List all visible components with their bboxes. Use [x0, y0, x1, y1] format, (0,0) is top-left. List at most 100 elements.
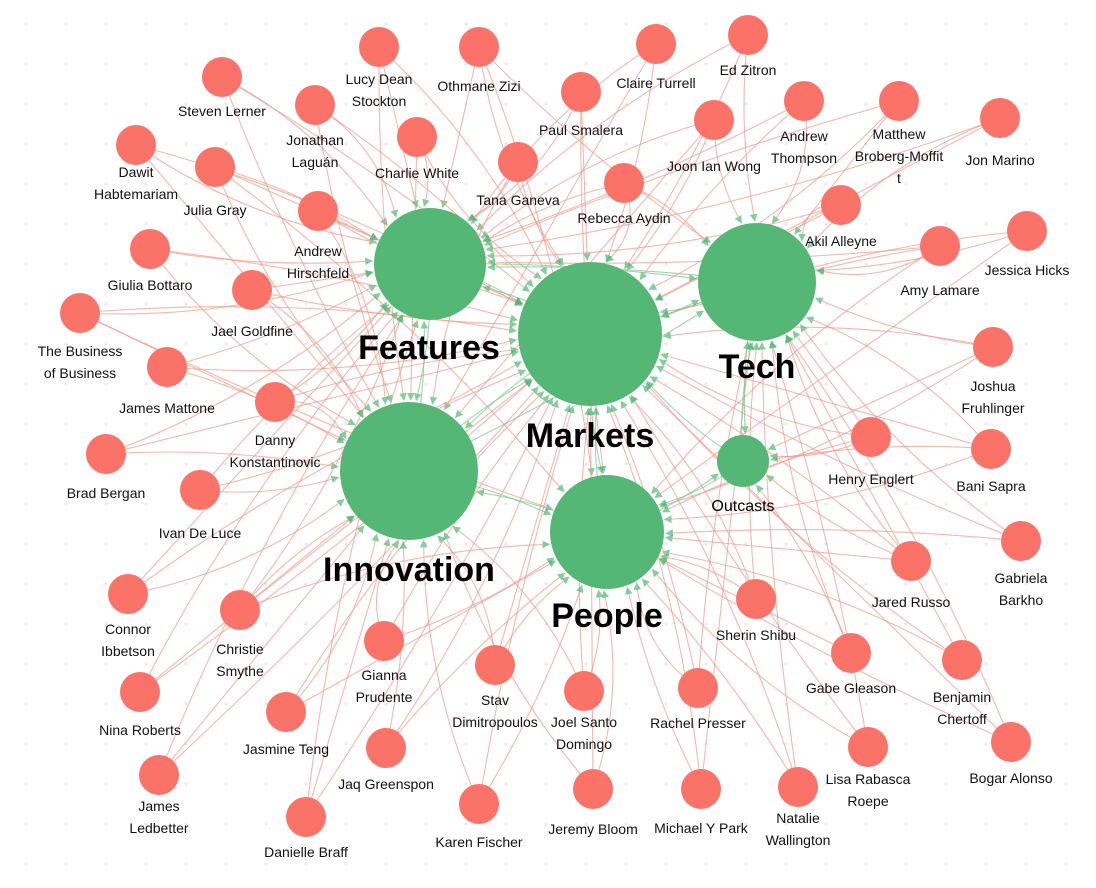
author-label-line: Fruhlinger [961, 400, 1024, 416]
edge-lisa-rabasca-roepe-to-markets [630, 394, 869, 748]
author-node-brad-bergan[interactable] [86, 434, 126, 474]
author-node-karen-fischer[interactable] [459, 784, 499, 824]
author-label-james-mattone: James Mattone [119, 400, 215, 416]
author-node-natalie-wallington[interactable] [778, 767, 818, 807]
author-node-henry-englert[interactable] [851, 417, 891, 457]
author-node-joon-ian-wong[interactable] [694, 100, 734, 140]
topic-node-tech[interactable] [698, 223, 816, 341]
author-label-line: Roepe [847, 793, 888, 809]
author-node-jaq-greenspon[interactable] [366, 728, 406, 768]
edge-benjamin-chertoff-to-tech [785, 334, 963, 661]
author-node-michael-y-park[interactable] [681, 769, 721, 809]
author-node-claire-turrell[interactable] [636, 24, 676, 64]
author-label-line: Thompson [771, 150, 837, 166]
author-node-jared-russo[interactable] [891, 541, 931, 581]
author-node-charlie-white[interactable] [397, 117, 437, 157]
edge-jessica-hicks-to-tech [816, 230, 1028, 275]
topic-node-outcasts[interactable] [717, 435, 769, 487]
author-node-andrew-thompson[interactable] [784, 81, 824, 121]
author-label-line: Karen Fischer [435, 834, 522, 850]
author-node-gabe-gleason[interactable] [831, 633, 871, 673]
edge-james-ledbetter-to-features [158, 314, 404, 776]
edge-layer [79, 34, 1028, 818]
author-node-jessica-hicks[interactable] [1007, 211, 1047, 251]
author-node-sherin-shibu[interactable] [736, 579, 776, 619]
author-label-line: Michael Y Park [654, 820, 749, 836]
author-node-danny-konstantinovic[interactable] [255, 382, 295, 422]
author-node-ivan-de-luce[interactable] [180, 470, 220, 510]
author-label-line: Matthew [873, 126, 927, 142]
author-label-line: Joon Ian Wong [667, 158, 761, 174]
author-node-amy-lamare[interactable] [920, 226, 960, 266]
author-node-jon-marino[interactable] [980, 98, 1020, 138]
author-node-joel-santo-domingo[interactable] [564, 671, 604, 711]
author-label-connor-ibbetson: Connor Ibbetson [101, 621, 155, 659]
author-node-tana-ganeva[interactable] [498, 142, 538, 182]
author-node-jasmine-teng[interactable] [266, 692, 306, 732]
author-label-dawit-habtemariam: Dawit Habtemariam [94, 164, 178, 202]
author-label-line: James Mattone [119, 400, 215, 416]
author-node-the-business-of-business[interactable] [60, 293, 100, 333]
edge-gianna-prudente-to-people [383, 557, 555, 642]
edge-gabriela-barkho-to-markets [656, 365, 1022, 542]
edge-james-mattone-to-markets [166, 337, 517, 372]
author-node-danielle-braff[interactable] [286, 797, 326, 837]
edge-michael-y-park-to-tech [700, 341, 754, 790]
edge-james-ledbetter-to-markets [158, 386, 539, 776]
author-label-line: Gabe Gleason [806, 680, 896, 696]
author-label-charlie-white: Charlie White [375, 165, 459, 181]
author-label-andrew-thompson: Andrew Thompson [771, 128, 837, 166]
author-label-akil-alleyne: Akil Alleyne [805, 233, 877, 249]
topic-node-people[interactable] [550, 475, 664, 589]
author-node-dawit-habtemariam[interactable] [116, 125, 156, 165]
author-node-joshua-fruhlinger[interactable] [973, 327, 1013, 367]
author-node-lisa-rabasca-roepe[interactable] [848, 727, 888, 767]
edge-gabe-gleason-to-outcasts [756, 484, 852, 654]
author-node-othmane-zizi[interactable] [459, 27, 499, 67]
author-label-line: Gianna [361, 667, 406, 683]
author-node-akil-alleyne[interactable] [821, 185, 861, 225]
author-node-paul-smalera[interactable] [561, 72, 601, 112]
topic-label-tech: Tech [719, 348, 796, 386]
edge-amy-lamare-to-people [651, 245, 941, 495]
author-node-gabriela-barkho[interactable] [1001, 521, 1041, 561]
author-node-connor-ibbetson[interactable] [108, 574, 148, 614]
edge-brad-bergan-to-innovation [105, 451, 339, 470]
author-node-rachel-presser[interactable] [678, 668, 718, 708]
author-node-jael-goldfine[interactable] [232, 270, 272, 310]
edge-akil-alleyne-to-features [486, 204, 842, 260]
author-label-ed-zitron: Ed Zitron [720, 62, 777, 78]
author-node-stav-dimitropoulos[interactable] [475, 645, 515, 685]
edge-bogar-alonso-to-markets [642, 384, 1012, 743]
author-node-bani-sapra[interactable] [971, 429, 1011, 469]
author-node-bogar-alonso[interactable] [991, 722, 1031, 762]
edge-lucy-dean-stockton-to-markets [378, 46, 547, 276]
author-node-jeremy-bloom[interactable] [573, 769, 613, 809]
author-label-line: Jon Marino [965, 152, 1034, 168]
topic-node-features[interactable] [374, 208, 486, 320]
author-node-rebecca-aydin[interactable] [604, 163, 644, 203]
author-node-julia-gray[interactable] [195, 147, 235, 187]
author-node-gianna-prudente[interactable] [364, 621, 404, 661]
author-node-andrew-hirschfeld[interactable] [298, 191, 338, 231]
author-node-lucy-dean-stockton[interactable] [359, 27, 399, 67]
edge-jonathan-laguan-to-markets [314, 104, 534, 288]
author-label-line: Nina Roberts [99, 722, 181, 738]
topic-label-features: Features [358, 329, 500, 367]
topic-node-markets[interactable] [518, 262, 662, 406]
edge-jeremy-bloom-to-people [592, 590, 614, 790]
author-node-ed-zitron[interactable] [728, 15, 768, 55]
author-node-james-mattone[interactable] [147, 347, 187, 387]
author-node-matthew-broberg-moffitt[interactable] [879, 81, 919, 121]
edge-lisa-rabasca-roepe-to-people [652, 568, 869, 748]
author-node-steven-lerner[interactable] [202, 57, 242, 97]
author-node-jonathan-laguan[interactable] [295, 85, 335, 125]
author-node-christie-smythe[interactable] [220, 590, 260, 630]
author-node-giulia-bottaro[interactable] [130, 229, 170, 269]
author-label-gabe-gleason: Gabe Gleason [806, 680, 896, 696]
author-node-benjamin-chertoff[interactable] [942, 640, 982, 680]
author-label-steven-lerner: Steven Lerner [178, 103, 266, 119]
author-node-james-ledbetter[interactable] [139, 755, 179, 795]
topic-node-innovation[interactable] [340, 402, 478, 540]
author-node-nina-roberts[interactable] [120, 672, 160, 712]
